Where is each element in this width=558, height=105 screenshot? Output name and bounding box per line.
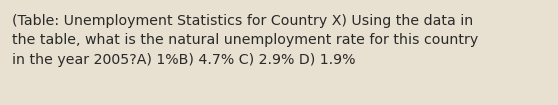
- Text: (Table: Unemployment Statistics for Country X) Using the data in
the table, what: (Table: Unemployment Statistics for Coun…: [12, 14, 479, 67]
